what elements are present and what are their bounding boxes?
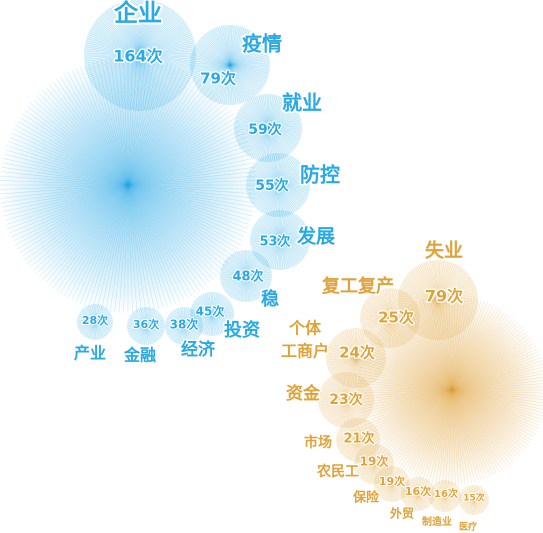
count-label-0-0: 164次 — [113, 47, 162, 66]
count-label-1-0: 79次 — [425, 287, 463, 306]
word-label-1-6: 保险 — [352, 490, 380, 506]
word-label-0-1: 疫情 — [242, 32, 282, 56]
word-label-1-7: 外贸 — [390, 506, 414, 521]
word-label-1-0: 失业 — [425, 239, 463, 262]
bubble-1-3 — [318, 372, 374, 428]
bubble-1-8 — [429, 480, 461, 512]
bubble-0-9 — [77, 303, 113, 341]
bubble-1-0 — [398, 260, 478, 340]
count-label-1-2: 24次 — [339, 344, 375, 362]
word-label-0-7: 经济 — [181, 339, 216, 360]
blue-cluster-burst — [0, 57, 256, 313]
bubble-1-2 — [326, 327, 386, 389]
count-label-0-8: 36次 — [133, 317, 159, 331]
count-label-1-9: 15次 — [463, 492, 485, 504]
word-label-0-8: 金融 — [123, 346, 156, 365]
bubble-0-0 — [83, 0, 197, 112]
word-label-1-2: 个体工商户 — [281, 319, 329, 361]
word-line-2: 工商户 — [281, 342, 329, 361]
count-label-0-6: 45次 — [196, 304, 225, 319]
count-label-1-5: 19次 — [360, 454, 389, 469]
word-label-1-3: 资金 — [286, 383, 321, 404]
orange-cluster-burst — [357, 295, 543, 485]
word-label-0-6: 投资 — [224, 319, 260, 341]
bubble-0-6 — [190, 291, 234, 337]
count-label-0-9: 28次 — [82, 313, 108, 327]
bubble-1-6 — [374, 465, 410, 503]
word-label-1-8: 制造业 — [422, 515, 452, 528]
count-label-0-4: 53次 — [259, 234, 290, 250]
count-label-0-2: 59次 — [248, 121, 281, 138]
bubble-0-7 — [164, 306, 203, 346]
word-label-0-9: 产业 — [74, 344, 106, 363]
count-label-0-7: 38次 — [170, 317, 199, 332]
bubble-1-1 — [360, 287, 420, 349]
bubble-0-1 — [190, 25, 270, 105]
word-label-0-0: 企业 — [114, 0, 162, 27]
word-label-1-4: 市场 — [304, 434, 332, 451]
bubble-1-9 — [458, 484, 489, 516]
count-label-1-8: 16次 — [434, 487, 458, 500]
count-label-1-1: 25次 — [378, 309, 414, 327]
bubble-0-8 — [126, 306, 165, 346]
word-label-0-4: 发展 — [296, 225, 335, 248]
bubble-0-2 — [234, 93, 302, 163]
word-label-1-1: 复工复产 — [321, 275, 394, 297]
bubble-0-4 — [250, 209, 310, 271]
word-label-1-9: 医疗 — [459, 521, 477, 533]
bubble-1-4 — [336, 417, 380, 463]
count-label-1-3: 23次 — [329, 391, 362, 408]
word-label-0-2: 就业 — [282, 91, 322, 115]
word-line-1: 个体 — [288, 319, 322, 338]
bubble-0-3 — [246, 153, 310, 217]
count-label-0-1: 79次 — [200, 70, 236, 88]
word-label-0-3: 防控 — [300, 163, 340, 187]
count-label-0-3: 55次 — [255, 177, 288, 194]
bubble-1-5 — [354, 444, 394, 484]
count-label-1-4: 21次 — [343, 431, 374, 447]
bubble-0-5 — [220, 249, 272, 303]
word-label-1-5: 农民工 — [316, 463, 359, 480]
count-label-0-5: 48次 — [232, 269, 263, 285]
count-label-1-6: 19次 — [379, 474, 405, 488]
word-label-0-5: 稳 — [261, 288, 279, 310]
bubble-1-7 — [400, 476, 435, 512]
count-label-1-7: 16次 — [405, 484, 431, 498]
